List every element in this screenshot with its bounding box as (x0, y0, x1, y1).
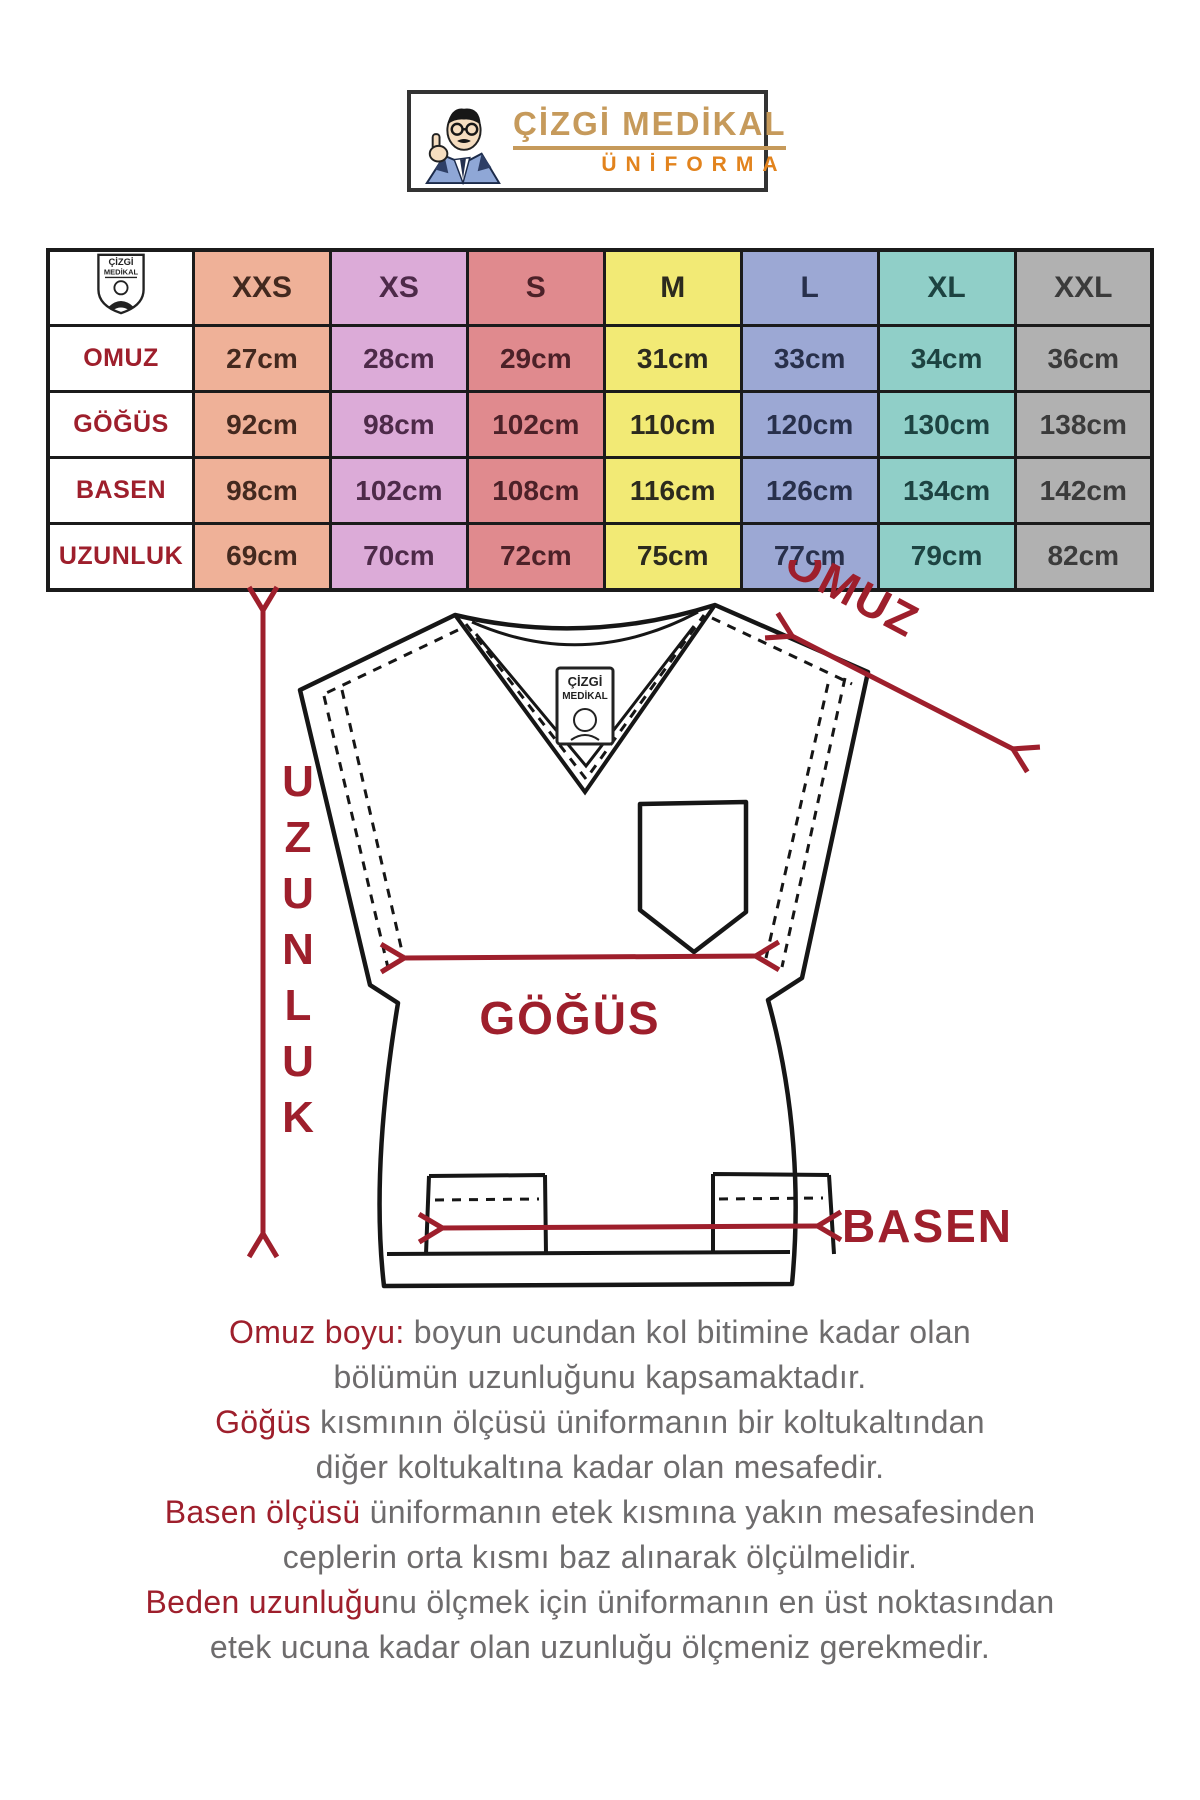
size-value-cell: 126cm (739, 456, 880, 525)
mascot-doctor-icon (425, 108, 501, 185)
size-value-cell: 29cm (465, 324, 606, 393)
size-value-cell: 130cm (876, 390, 1017, 459)
size-value-cell: 28cm (328, 324, 469, 393)
size-col-header-xs: XS (328, 248, 469, 327)
description-text: üniformanın etek kısmına yakın mesafesin… (360, 1494, 1036, 1530)
description-line: Basen ölçüsü üniformanın etek kısmına ya… (0, 1490, 1200, 1535)
v-neck-stitch (464, 614, 706, 782)
description-line: diğer koltukaltına kadar olan mesafedir. (0, 1445, 1200, 1490)
size-value-cell: 110cm (602, 390, 743, 459)
badge-line1: ÇİZGİ (108, 256, 133, 267)
size-col-header-xxl: XXL (1013, 248, 1154, 327)
size-value-cell: 102cm (328, 456, 469, 525)
hip-label: BASEN (842, 1200, 1013, 1252)
right-shoulder-seam (711, 616, 853, 686)
size-col-header-xl: XL (876, 248, 1017, 327)
brand-badge-icon: ÇİZGİ MEDİKAL (97, 253, 145, 315)
row-label: BASEN (46, 456, 195, 525)
size-value-cell: 102cm (465, 390, 606, 459)
table-corner-logo-cell: ÇİZGİ MEDİKAL (46, 248, 195, 327)
size-value-cell: 69cm (192, 522, 332, 591)
tag-line1: ÇİZGİ (568, 674, 603, 689)
size-value-cell: 142cm (1013, 456, 1154, 525)
description-line: Göğüs kısmının ölçüsü üniformanın bir ko… (0, 1400, 1200, 1445)
hip-arrow (440, 1226, 820, 1228)
size-value-cell: 72cm (465, 522, 606, 591)
description-line: bölümün uzunluğunu kapsamaktadır. (0, 1355, 1200, 1400)
description-text: etek ucuna kadar olan uzunluğu ölçmeniz … (209, 1629, 991, 1665)
size-table-row: UZUNLUK 69cm 70cm 72cm 75cm 77cm 79cm 82cm (46, 522, 1154, 591)
description-lead: Göğüs (215, 1404, 311, 1440)
size-value-cell: 36cm (1013, 324, 1154, 393)
size-value-cell: 70cm (328, 522, 469, 591)
description-text: bölümün uzunluğunu kapsamaktadır. (333, 1359, 867, 1395)
description-text: diğer koltukaltına kadar olan mesafedir. (315, 1449, 885, 1485)
size-chart-table: ÇİZGİ MEDİKAL XXS XS S M L XL XXL OMUZ 27cm 28cm… (46, 248, 1154, 592)
collar-brand-tag: ÇİZGİ MEDİKAL (555, 666, 615, 746)
size-table-row: OMUZ 27cm 28cm 29cm 31cm 33cm 34cm 36cm (46, 324, 1154, 393)
description-text: kısmının ölçüsü üniformanın bir koltukal… (310, 1404, 985, 1440)
size-value-cell: 138cm (1013, 390, 1154, 459)
chest-label: GÖĞÜS (479, 992, 660, 1044)
shoulder-arrow (790, 635, 1015, 750)
size-table-row: BASEN 98cm 102cm 108cm 116cm 126cm 134cm 142cm (46, 456, 1154, 525)
hem-line (386, 1250, 791, 1256)
description-text: ceplerin orta kısmı baz alınarak ölçülme… (282, 1539, 918, 1575)
collar-inner (471, 610, 699, 647)
size-value-cell: 116cm (602, 456, 743, 525)
measurement-descriptions: Omuz boyu: boyun ucundan kol bitimine ka… (0, 1310, 1200, 1670)
size-value-cell: 27cm (192, 324, 332, 393)
v-neck-band (474, 625, 696, 769)
size-table-row: GÖĞÜS 92cm 98cm 102cm 110cm 120cm 130cm 138cm (46, 390, 1154, 459)
description-lead: Basen ölçüsü (164, 1494, 361, 1530)
badge-line2: MEDİKAL (104, 268, 139, 277)
row-label: UZUNLUK (46, 522, 195, 591)
size-value-cell: 98cm (328, 390, 469, 459)
description-line: Beden uzunluğunu ölçmek için üniformanın… (0, 1580, 1200, 1625)
brand-logo-box: ÇİZGİ MEDİKAL ÜNİFORMA (407, 90, 787, 192)
size-col-header-l: L (739, 248, 880, 327)
size-value-cell: 92cm (192, 390, 332, 459)
size-value-cell: 134cm (876, 456, 1017, 525)
size-value-cell: 77cm (739, 522, 880, 591)
row-label: OMUZ (46, 324, 195, 393)
chest-arrow (402, 956, 758, 958)
right-sleeve-seam (764, 677, 847, 968)
description-text: nu ölçmek için üniformanın en üst noktas… (381, 1584, 1055, 1620)
brand-line2: ÜNİFORMA (601, 153, 787, 176)
size-value-cell: 108cm (465, 456, 606, 525)
description-lead: Beden uzunluğu (145, 1584, 382, 1620)
size-value-cell: 33cm (739, 324, 880, 393)
brand-line1: ÇİZGİ MEDİKAL (513, 105, 787, 150)
brand-text: ÇİZGİ MEDİKAL ÜNİFORMA (513, 105, 787, 177)
size-value-cell: 31cm (602, 324, 743, 393)
row-label: GÖĞÜS (46, 390, 195, 459)
size-value-cell: 82cm (1013, 522, 1154, 591)
chest-pocket (637, 799, 749, 955)
shoulder-label: OMUZ (777, 560, 928, 647)
tag-line2: MEDİKAL (562, 689, 608, 702)
size-col-header-xxs: XXS (192, 248, 332, 327)
description-line: Omuz boyu: boyun ucundan kol bitimine ka… (0, 1310, 1200, 1355)
v-neck-edge (453, 603, 717, 796)
size-header-row: ÇİZGİ MEDİKAL XXS XS S M L XL XXL (46, 248, 1154, 327)
size-value-cell: 34cm (876, 324, 1017, 393)
size-value-cell: 120cm (739, 390, 880, 459)
size-value-cell: 75cm (602, 522, 743, 591)
description-line: ceplerin orta kısmı baz alınarak ölçülme… (0, 1535, 1200, 1580)
size-col-header-s: S (465, 248, 606, 327)
description-text: boyun ucundan kol bitimine kadar olan (404, 1314, 971, 1350)
description-line: etek ucuna kadar olan uzunluğu ölçmeniz … (0, 1625, 1200, 1670)
left-sleeve-seam (322, 689, 406, 973)
left-shoulder-seam (319, 628, 459, 698)
size-value-cell: 79cm (876, 522, 1017, 591)
size-col-header-m: M (602, 248, 743, 327)
description-lead: Omuz boyu: (229, 1314, 405, 1350)
size-value-cell: 98cm (192, 456, 332, 525)
